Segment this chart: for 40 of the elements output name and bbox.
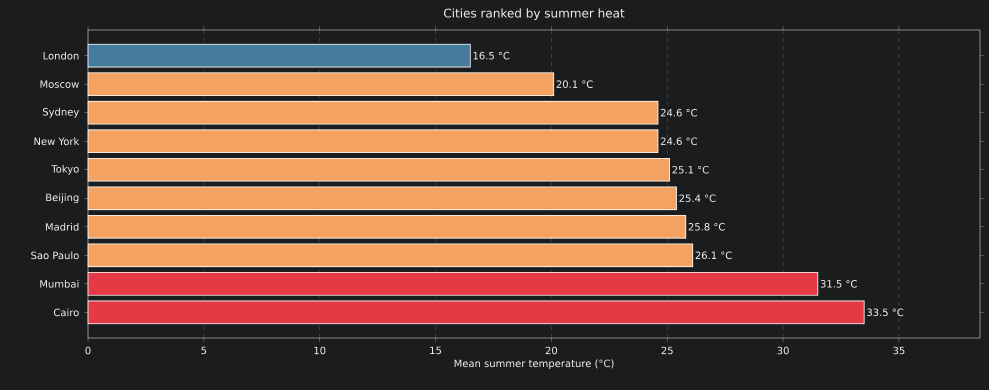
data-label: 24.6 °C <box>660 108 698 116</box>
data-label: 16.5 °C <box>474 52 510 60</box>
data-label: 25.1 °C <box>672 166 709 174</box>
bar <box>88 186 677 210</box>
y-tick-label: London <box>44 52 78 60</box>
data-label: 31.5 °C <box>820 280 857 288</box>
x-tick-label: 10 <box>314 346 326 354</box>
x-tick-label: 30 <box>777 346 789 354</box>
data-label: 24.6 °C <box>660 137 698 146</box>
y-tick-label: Mumbai <box>40 280 78 288</box>
x-tick-label: 25 <box>662 346 673 354</box>
y-tick-label: Tokyo <box>51 164 79 175</box>
x-tick-label: 5 <box>201 346 206 354</box>
y-tick-label: New York <box>34 137 80 146</box>
y-tick-label: Sao Paulo <box>31 251 79 260</box>
data-label: 26.1 °C <box>696 252 732 260</box>
bar <box>88 214 686 239</box>
y-tick-label: Beijing <box>46 193 78 204</box>
y-tick-label: Cairo <box>54 308 79 316</box>
chart-title: Cities ranked by summer heat <box>444 8 624 20</box>
data-label: 25.4 °C <box>679 194 716 202</box>
y-tick-label: Madrid <box>46 222 78 231</box>
bar <box>88 72 554 96</box>
bar <box>88 129 658 154</box>
x-tick-label: 0 <box>85 346 91 354</box>
bar <box>88 243 694 268</box>
x-axis-title: Mean summer temperature (°C) <box>454 359 614 370</box>
x-tick-label: 20 <box>546 346 558 354</box>
y-tick-label: Moscow <box>40 80 79 88</box>
bar <box>88 100 658 125</box>
bar <box>88 44 471 68</box>
bar <box>88 158 670 182</box>
x-tick-label: 15 <box>430 346 442 354</box>
bar <box>88 300 865 324</box>
data-label: 20.1 °C <box>556 80 593 88</box>
y-tick-label: Sydney <box>42 108 80 118</box>
x-tick-label: 35 <box>893 346 904 354</box>
data-label: 33.5 °C <box>867 308 904 316</box>
bar <box>88 272 818 296</box>
data-label: 25.8 °C <box>688 223 725 231</box>
